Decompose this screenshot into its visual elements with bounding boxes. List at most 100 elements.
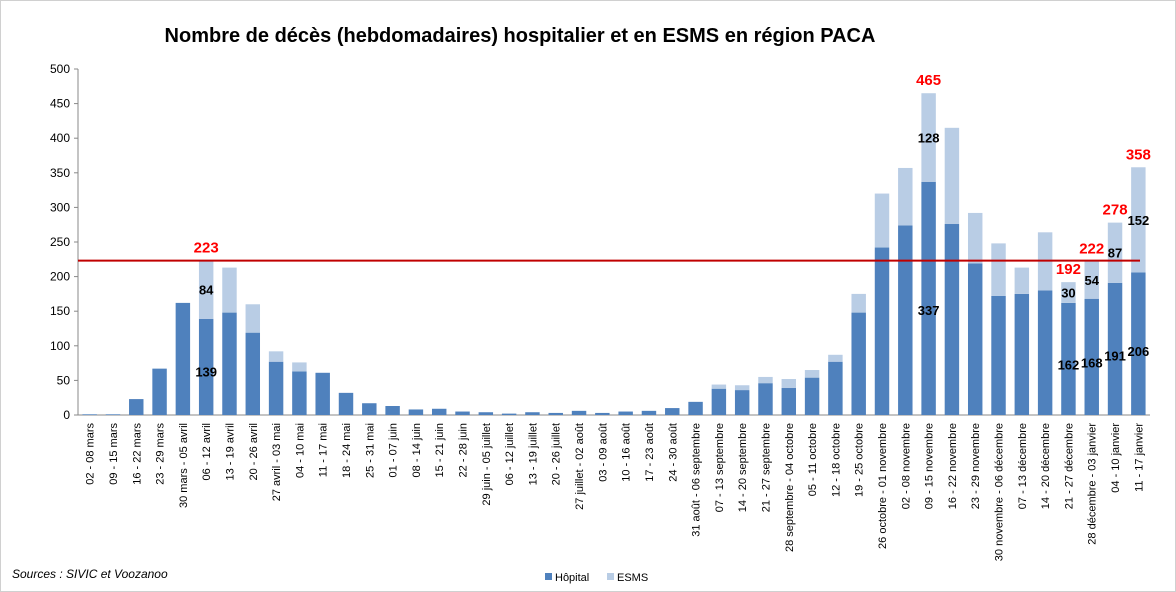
x-tick-label: 01 - 07 juin bbox=[388, 423, 400, 477]
bar-segment bbox=[1131, 167, 1146, 273]
bar-segment bbox=[921, 93, 936, 182]
bar-segment bbox=[198, 260, 214, 319]
total-label: 358 bbox=[1126, 146, 1151, 163]
bar-segment bbox=[501, 413, 517, 415]
x-tick-label: 14 - 20 septembre bbox=[737, 423, 749, 512]
bar-segment bbox=[967, 263, 983, 415]
y-tick-label: 150 bbox=[50, 304, 70, 318]
data-label: 162 bbox=[1058, 358, 1080, 373]
y-tick-label: 0 bbox=[63, 408, 70, 422]
x-tick-label: 27 juillet - 02 août bbox=[574, 423, 586, 510]
bar-segment bbox=[268, 361, 284, 415]
bar-segment bbox=[525, 412, 540, 415]
bar-segment bbox=[898, 225, 913, 415]
bar-segment bbox=[1037, 290, 1053, 415]
x-tick-label: 23 - 29 novembre bbox=[970, 423, 982, 509]
x-tick-label: 13 - 19 avril bbox=[224, 423, 236, 480]
x-tick-label: 20 - 26 juillet bbox=[551, 423, 563, 485]
bar-segment bbox=[175, 302, 191, 415]
data-label: 84 bbox=[199, 283, 214, 298]
data-label: 139 bbox=[195, 365, 217, 380]
x-tick-label: 18 - 24 mai bbox=[341, 423, 353, 478]
x-tick-label: 23 - 29 mars bbox=[155, 423, 167, 485]
y-tick-label: 400 bbox=[50, 131, 70, 145]
x-tick-label: 14 - 20 décembre bbox=[1040, 423, 1052, 509]
bar-segment bbox=[292, 362, 307, 372]
total-label: 465 bbox=[916, 72, 941, 89]
x-tick-label: 02 - 08 novembre bbox=[900, 423, 912, 509]
data-label: 54 bbox=[1085, 273, 1100, 288]
bar-segment bbox=[105, 414, 121, 415]
x-tick-label: 17 - 23 août bbox=[644, 423, 656, 482]
data-label: 152 bbox=[1127, 213, 1149, 228]
y-tick-label: 200 bbox=[50, 270, 70, 284]
bar-segment bbox=[665, 408, 680, 415]
y-tick-label: 50 bbox=[57, 373, 71, 387]
x-tick-label: 04 - 10 mai bbox=[294, 423, 306, 478]
bar-segment bbox=[385, 406, 400, 415]
bar-segment bbox=[338, 392, 354, 415]
bar-segment bbox=[198, 318, 214, 415]
data-label: 191 bbox=[1104, 349, 1126, 364]
x-tick-label: 22 - 28 juin bbox=[458, 423, 470, 477]
bar-segment bbox=[874, 193, 890, 248]
total-label: 192 bbox=[1056, 261, 1081, 278]
bar-segment bbox=[1061, 302, 1076, 415]
x-tick-label: 09 - 15 mars bbox=[108, 423, 120, 485]
bar-segment bbox=[898, 167, 913, 226]
y-tick-label: 500 bbox=[50, 62, 70, 76]
x-tick-label: 08 - 14 juin bbox=[411, 423, 423, 477]
bar-segment bbox=[292, 371, 307, 415]
x-tick-label: 15 - 21 juin bbox=[434, 423, 446, 477]
bar-segment bbox=[268, 351, 284, 362]
bar-segment bbox=[921, 181, 936, 415]
data-label: 128 bbox=[918, 131, 940, 146]
x-tick-label: 16 - 22 mars bbox=[131, 423, 143, 485]
x-tick-label: 21 - 27 décembre bbox=[1063, 423, 1075, 509]
bar-segment bbox=[944, 127, 960, 225]
bar-segment bbox=[618, 411, 633, 415]
bar-segment bbox=[222, 267, 237, 313]
bar-segment bbox=[408, 409, 424, 415]
x-tick-label: 28 septembre - 04 octobre bbox=[784, 423, 796, 552]
bar-segment bbox=[804, 377, 820, 415]
bar-segment bbox=[431, 408, 447, 415]
bar-segment bbox=[734, 390, 750, 415]
x-tick-label: 07 - 13 septembre bbox=[714, 423, 726, 512]
x-tick-label: 11 - 17 janvier bbox=[1133, 423, 1145, 492]
total-label: 223 bbox=[194, 240, 219, 257]
bar-segment bbox=[711, 384, 727, 389]
x-tick-label: 31 août - 06 septembre bbox=[691, 423, 703, 537]
bar-segment bbox=[804, 370, 820, 378]
bar-segment bbox=[851, 293, 866, 313]
bar-segment bbox=[1131, 272, 1146, 415]
x-tick-label: 26 octobre - 01 novembre bbox=[877, 423, 889, 549]
bar-segment bbox=[967, 212, 983, 264]
bar-segment bbox=[1107, 282, 1123, 415]
total-label: 222 bbox=[1079, 240, 1104, 257]
bar-segment bbox=[688, 401, 703, 415]
bar-segment bbox=[245, 332, 261, 415]
x-tick-label: 19 - 25 octobre bbox=[854, 423, 866, 497]
x-tick-label: 20 - 26 avril bbox=[248, 423, 260, 480]
x-tick-label: 25 - 31 mai bbox=[364, 423, 376, 478]
x-tick-label: 29 juin - 05 juillet bbox=[481, 423, 493, 506]
x-tick-label: 16 - 22 novembre bbox=[947, 423, 959, 509]
bar-segment bbox=[1107, 222, 1123, 283]
data-label: 87 bbox=[1108, 246, 1122, 261]
bar-segment bbox=[82, 414, 97, 415]
x-tick-label: 28 décembre - 03 janvier bbox=[1087, 423, 1099, 545]
legend-swatch bbox=[545, 573, 552, 580]
data-label: 337 bbox=[918, 303, 940, 318]
bar-segment bbox=[734, 385, 750, 391]
bar-segment bbox=[315, 372, 330, 415]
y-tick-label: 100 bbox=[50, 339, 70, 353]
y-tick-label: 250 bbox=[50, 235, 70, 249]
bar-segment bbox=[245, 304, 261, 333]
y-tick-label: 300 bbox=[50, 200, 70, 214]
bar-segment bbox=[1014, 293, 1030, 415]
x-tick-label: 27 avril - 03 mai bbox=[271, 423, 283, 501]
bar-segment bbox=[828, 354, 843, 362]
